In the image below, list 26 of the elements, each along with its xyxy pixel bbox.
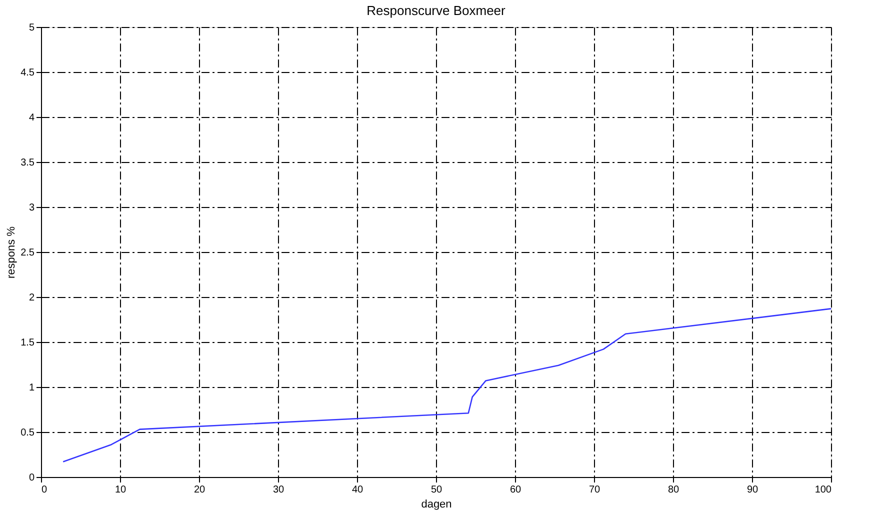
y-tick-label: 5 xyxy=(28,22,35,34)
y-axis-title: respons % xyxy=(6,226,18,278)
x-tick-label: 10 xyxy=(114,484,126,496)
x-tick-label: 40 xyxy=(352,484,364,496)
y-tick-label: 1.5 xyxy=(20,338,35,348)
y-tick-label: 3 xyxy=(28,202,35,214)
x-tick-label: 30 xyxy=(272,484,284,496)
chart-title: Responscurve Boxmeer xyxy=(366,3,506,18)
x-tick-label: 80 xyxy=(668,484,680,496)
y-tick-label: 1 xyxy=(28,382,35,394)
x-tick-label: 70 xyxy=(588,484,600,496)
x-tick-label: 50 xyxy=(430,484,442,496)
y-tick-label: 0 xyxy=(28,472,35,484)
x-tick-label: 0 xyxy=(42,484,48,496)
x-tick-label: 60 xyxy=(510,484,522,496)
y-tick-label: 3.5 xyxy=(20,158,35,168)
y-tick-label: 0.5 xyxy=(20,428,35,438)
x-tick-label: 100 xyxy=(814,484,832,496)
x-axis-title: dagen xyxy=(421,498,452,510)
x-tick-label: 20 xyxy=(194,484,206,496)
y-tick-label: 4.5 xyxy=(20,68,35,78)
y-tick-label: 4 xyxy=(28,112,35,124)
y-tick-label: 2.5 xyxy=(20,248,35,258)
y-tick-label: 2 xyxy=(28,292,35,304)
x-tick-label: 90 xyxy=(746,484,758,496)
line-series xyxy=(62,308,832,462)
